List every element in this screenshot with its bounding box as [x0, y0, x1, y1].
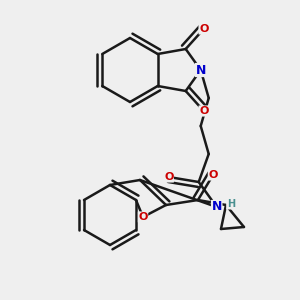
- Text: O: O: [199, 24, 208, 34]
- Text: O: O: [164, 172, 173, 182]
- Text: N: N: [212, 200, 222, 214]
- Text: O: O: [138, 212, 148, 222]
- Text: O: O: [199, 106, 208, 116]
- Text: H: H: [227, 199, 235, 209]
- Text: N: N: [196, 64, 206, 76]
- Text: O: O: [208, 170, 218, 180]
